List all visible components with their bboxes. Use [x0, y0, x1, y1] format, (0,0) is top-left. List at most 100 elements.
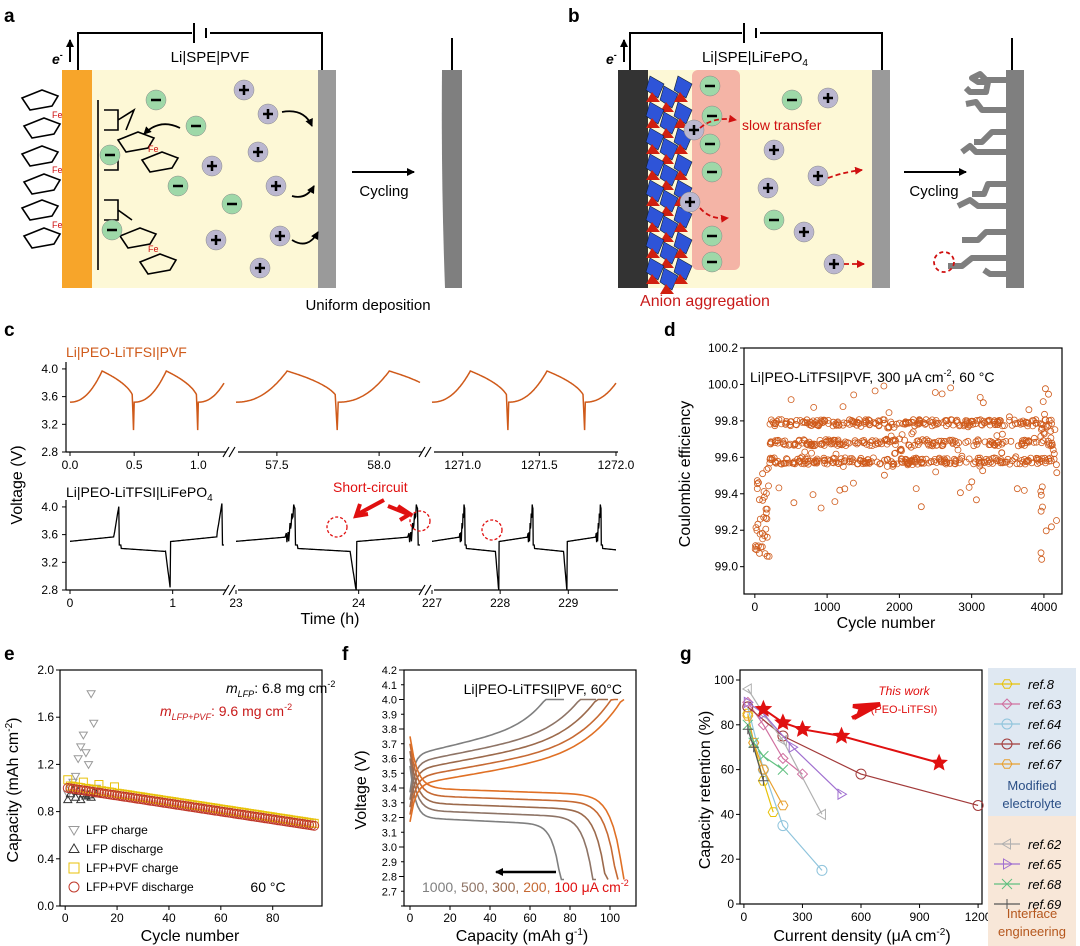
- g-point-ref.68: [758, 750, 769, 762]
- c-bottom-xtick-label: 228: [490, 596, 510, 610]
- d-point: [851, 437, 859, 445]
- d-point: [968, 478, 976, 486]
- cation-b-15: [823, 253, 845, 275]
- fe-label-5: Fe: [148, 244, 159, 254]
- g-point-ref.67: [757, 764, 769, 775]
- c-bottom-xtick-label: 229: [558, 596, 578, 610]
- f-ytick-label: 3.6: [382, 754, 397, 766]
- d-point: [907, 443, 915, 451]
- f-legend: 1000, 500, 300, 200, 100 μA cm-2: [422, 878, 629, 895]
- d-point: [975, 437, 982, 445]
- d-point: [791, 440, 798, 448]
- f-discharge-curve-500: [409, 758, 596, 881]
- red-arrow-1: [699, 114, 737, 129]
- d-point: [812, 441, 820, 448]
- d-xtick-label: 2000: [886, 600, 913, 614]
- d-point: [1030, 438, 1038, 446]
- panel-g-rate-comparison: g 0 20 40 60 80 100 0 300 600 900 1200 This work (…: [680, 644, 1076, 946]
- g-series-This work: [754, 699, 948, 771]
- anion-b-6: [781, 89, 803, 111]
- d-point: [872, 420, 879, 428]
- d-point: [1016, 460, 1024, 468]
- d-point: [827, 440, 835, 448]
- d-point: [932, 417, 940, 424]
- d-point: [990, 454, 998, 462]
- e-legend-label-1: LFP discharge: [86, 842, 163, 856]
- d-point: [1022, 418, 1030, 426]
- flow-arrow-2: [281, 110, 313, 127]
- panel-f-charge-discharge: f 2.7 2.8 2.9 3.0 3.1 3.2 3.3 3.4 3.5 3.6 3.7 3.8 3.…: [342, 644, 637, 945]
- fepo-octahedron-7-2: [673, 257, 693, 281]
- c-top-ytick-label: 3.6: [41, 390, 58, 404]
- d-point: [808, 449, 815, 457]
- fepo-octahedron-4-1: [659, 189, 679, 213]
- lithium-anode-a: [62, 70, 92, 288]
- d-point: [778, 416, 785, 424]
- flow-arrow-4: [291, 231, 319, 245]
- f-xtick-label: 20: [443, 911, 457, 925]
- f-charge-curve-500: [409, 698, 596, 800]
- d-point: [821, 459, 828, 467]
- d-point: [841, 457, 849, 465]
- d-point: [931, 389, 939, 396]
- d-xtick-label: 0: [751, 600, 758, 614]
- f-ytick-label: 3.4: [382, 783, 397, 795]
- d-point-late: [1048, 441, 1056, 449]
- g-legend-marker-ref.66: [1001, 738, 1013, 750]
- f-xtick-label: 100: [600, 911, 620, 925]
- e-point: [86, 690, 97, 699]
- d-point: [782, 420, 789, 428]
- short-circuit-arrow-2: [387, 504, 414, 522]
- d-point: [813, 417, 821, 425]
- e-ytick-label: 1.6: [37, 710, 54, 724]
- d-point: [1011, 455, 1019, 463]
- d-point: [831, 498, 839, 506]
- e-point: [309, 820, 320, 831]
- f-charge-curve-300: [409, 698, 608, 808]
- panel-letter-e: e: [4, 644, 15, 665]
- cation-b-8: [683, 119, 705, 141]
- po4-tetrahedron-7-2: [674, 274, 688, 284]
- d-point-early: [753, 477, 761, 485]
- fepo-octahedron-4-0: [645, 179, 665, 203]
- d-point: [862, 416, 869, 424]
- d-point: [839, 403, 847, 411]
- f-xtick-label: 40: [483, 911, 497, 925]
- e-xtick-label: 20: [110, 911, 124, 925]
- d-point: [787, 396, 795, 404]
- e-xlabel: Cycle number: [141, 928, 240, 945]
- d-point: [771, 439, 779, 446]
- cation-a-12: [269, 225, 291, 247]
- current-collector-b: [618, 70, 648, 288]
- panel-c-voltage-profiles: c Li|PEO-LiTFSI|PVF Li|PEO-LiTFSI|LiFePO…: [4, 320, 635, 628]
- d-point-early: [762, 509, 770, 517]
- d-point: [772, 459, 780, 467]
- g-point-This work: [754, 699, 773, 717]
- d-point-late: [1053, 469, 1061, 477]
- d-point: [1045, 441, 1052, 449]
- g-xtick-label: 900: [910, 910, 930, 924]
- g-plot-area: 0 20 40 60 80 100 0 300 600 900 1200: [714, 669, 992, 924]
- g-ytick-label: 0: [727, 897, 734, 911]
- d-point: [1001, 422, 1008, 430]
- f-ytick-label: 3.0: [382, 842, 397, 854]
- e-frame: [59, 669, 323, 907]
- d-point: [919, 436, 926, 444]
- fepo-octahedron-2-1: [659, 137, 679, 161]
- anion-b-0: [699, 75, 721, 97]
- d-point: [948, 416, 955, 424]
- d-point: [861, 458, 868, 466]
- d-point: [861, 420, 869, 427]
- d-point: [782, 417, 790, 425]
- d-point: [995, 416, 1003, 424]
- d-point-early: [760, 493, 768, 501]
- g-point-ref.64: [816, 864, 828, 876]
- d-point: [889, 460, 897, 468]
- c-bottom-xtick-label: 227: [422, 596, 442, 610]
- fepo-octahedron-6-1: [659, 241, 679, 265]
- d-point: [813, 455, 821, 463]
- d-point: [994, 417, 1001, 425]
- ferrocene-5: [118, 227, 178, 275]
- e-point: [73, 755, 84, 764]
- d-point: [835, 440, 843, 448]
